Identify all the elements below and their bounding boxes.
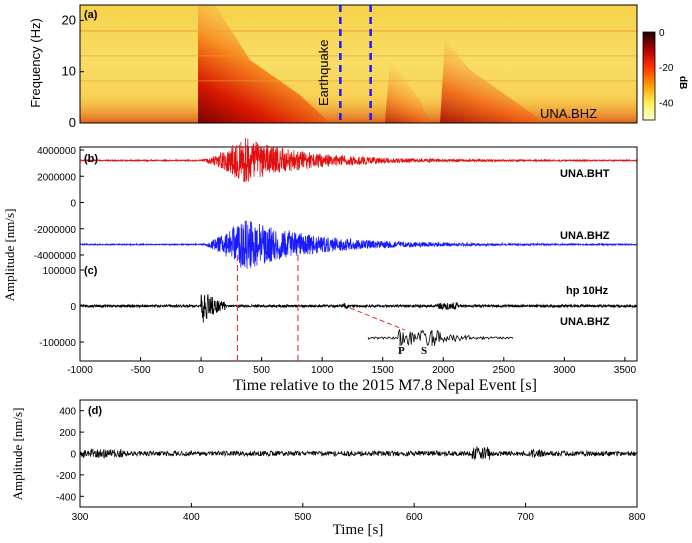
panel-d-ylabel: Amplitude [nm/s] (10, 408, 25, 501)
panel-bc-frame (79, 146, 638, 362)
panel-d-ytick-label-0: 400 (59, 407, 76, 418)
panel-c-xtick-label-8: 3000 (553, 365, 576, 376)
panel-d: 400 200 0 -200 -400 300 400 500 600 700 800 (d) A… (10, 399, 646, 538)
spectrogram-low-freq-band (80, 95, 637, 123)
panel-bc: 4000000 2000000 0 -2000000 -4000000 100000 0 -1… (2, 137, 638, 394)
panel-b-label: (b) (84, 153, 98, 165)
colorbar-label: dB (677, 76, 688, 89)
colorbar-tick-label-1: -20 (659, 63, 674, 74)
panel-d-xlabel: Time [s] (333, 522, 384, 538)
panel-d-xtick-label-0: 300 (72, 512, 89, 523)
panel-a-ytick-label-0: 0 (69, 115, 76, 130)
panel-d-xtick-label-1: 400 (183, 512, 200, 523)
panel-b-ytick-label-3: -2000000 (34, 225, 77, 236)
panel-c-xtick-label-9: 3500 (614, 365, 637, 376)
spectrogram-main-burst (198, 5, 330, 123)
panel-d-xtick-label-4: 700 (517, 512, 534, 523)
panel-c-ytick-label-1: 0 (70, 302, 76, 313)
earthquake-annotation: Earthquake (316, 40, 331, 107)
panel-c-station-label: UNA.BHZ (560, 316, 610, 328)
panel-c-xtick-label-0: -1000 (67, 365, 93, 376)
trace-bhz (79, 220, 638, 269)
amplitude-axis-label: Amplitude [nm/s] (2, 209, 17, 302)
panel-b-ytick-label-0: 4000000 (37, 146, 76, 157)
panel-b-ytick-label-1: 2000000 (37, 172, 76, 183)
colorbar-tick-label-2: -40 (659, 98, 674, 109)
panel-a-station-label: UNA.BHZ (540, 106, 597, 121)
panel-d-label: (d) (88, 405, 102, 417)
panel-c-xtick-label-4: 1000 (311, 365, 334, 376)
earthquake-window-lines (339, 5, 372, 123)
series-label-bhz: UNA.BHZ (560, 230, 610, 242)
panel-c-ytick-label-0: 100000 (43, 266, 77, 277)
panel-c-xlabel: Time relative to the 2015 M7.8 Nepal Eve… (233, 377, 537, 394)
spectrogram-third-burst (385, 60, 430, 123)
inset-connector-line (349, 307, 406, 331)
panel-b-ytick-label-2: 0 (70, 199, 76, 210)
series-label-bht: UNA.BHT (560, 168, 610, 180)
panel-c-ytick-label-2: -100000 (39, 338, 76, 349)
panel-c-xtick-label-3: 500 (253, 365, 270, 376)
panel-d-ytick-label-3: -200 (56, 471, 76, 482)
filter-label: hp 10Hz (566, 285, 609, 297)
trace-panel-d (79, 445, 638, 460)
panel-d-xtick-label-3: 600 (406, 512, 423, 523)
panel-d-ytick-label-1: 200 (59, 428, 76, 439)
trace-hp10hz (79, 294, 638, 323)
panel-a: 0 10 20 (a) Earthquake UNA.BHZ Frequency (… (28, 4, 688, 130)
trace-bht (79, 137, 638, 182)
panel-c-xtick-label-7: 2500 (493, 365, 516, 376)
panel-a-ytick-label-2: 20 (62, 12, 76, 27)
frequency-axis-label: Frequency (Hz) (28, 18, 43, 108)
panel-d-ytick-label-4: -400 (56, 492, 76, 503)
spectrogram-second-burst (440, 40, 545, 123)
panel-d-ytick-label-2: 0 (70, 450, 76, 461)
s-phase-label: S (421, 345, 427, 357)
panel-c-xtick-label-2: 0 (198, 365, 204, 376)
panel-c-xtick-label-5: 1500 (372, 365, 395, 376)
panel-a-label: (a) (84, 9, 98, 21)
colorbar-tick-label-0: 0 (659, 28, 665, 39)
panel-c-xtick-label-6: 2000 (432, 365, 455, 376)
panel-a-frame (79, 4, 638, 124)
panel-d-xtick-label-2: 500 (294, 512, 311, 523)
inset-zoom-trace (367, 328, 514, 346)
colorbar (642, 31, 656, 121)
panel-c-xtick-label-1: -500 (131, 365, 151, 376)
panel-b-ytick-label-4: -4000000 (34, 251, 77, 262)
panel-c-label: (c) (84, 265, 98, 277)
panel-a-ytick-label-1: 10 (62, 64, 76, 79)
p-phase-label: P (398, 345, 405, 357)
panel-d-xtick-label-5: 800 (629, 512, 646, 523)
